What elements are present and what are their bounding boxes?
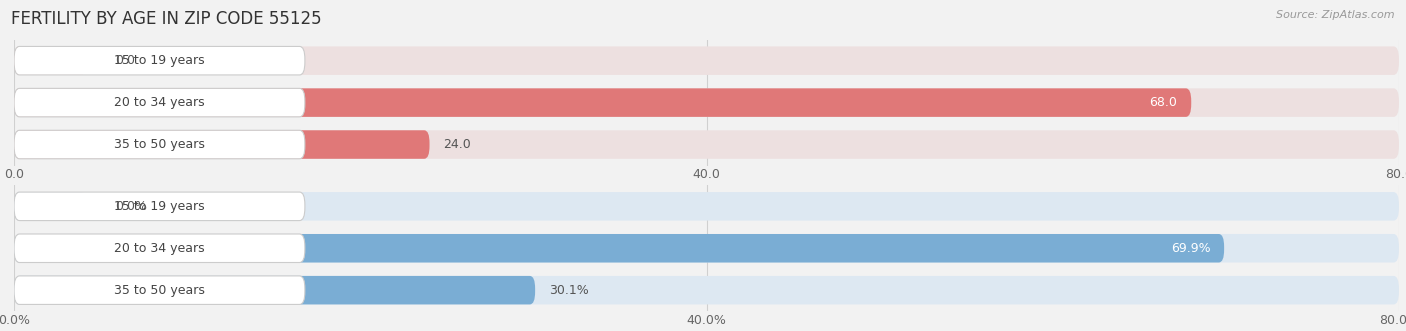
Text: 0.0%: 0.0% (115, 200, 148, 213)
FancyBboxPatch shape (14, 130, 1399, 159)
FancyBboxPatch shape (14, 234, 1399, 262)
Text: FERTILITY BY AGE IN ZIP CODE 55125: FERTILITY BY AGE IN ZIP CODE 55125 (11, 10, 322, 28)
FancyBboxPatch shape (14, 234, 1225, 262)
FancyBboxPatch shape (14, 88, 305, 117)
Text: 69.9%: 69.9% (1171, 242, 1211, 255)
FancyBboxPatch shape (14, 130, 305, 159)
Text: 35 to 50 years: 35 to 50 years (114, 138, 205, 151)
FancyBboxPatch shape (14, 192, 87, 220)
Text: 24.0: 24.0 (443, 138, 471, 151)
FancyBboxPatch shape (14, 276, 305, 305)
FancyBboxPatch shape (14, 192, 1399, 220)
FancyBboxPatch shape (14, 46, 87, 75)
FancyBboxPatch shape (14, 46, 305, 75)
Text: 30.1%: 30.1% (548, 284, 589, 297)
FancyBboxPatch shape (14, 192, 305, 220)
FancyBboxPatch shape (14, 46, 1399, 75)
Text: 68.0: 68.0 (1150, 96, 1177, 109)
FancyBboxPatch shape (14, 88, 1399, 117)
Text: 20 to 34 years: 20 to 34 years (114, 242, 205, 255)
Text: 15 to 19 years: 15 to 19 years (114, 200, 205, 213)
Text: 20 to 34 years: 20 to 34 years (114, 96, 205, 109)
FancyBboxPatch shape (14, 234, 305, 262)
Text: 35 to 50 years: 35 to 50 years (114, 284, 205, 297)
FancyBboxPatch shape (14, 276, 536, 305)
FancyBboxPatch shape (14, 130, 430, 159)
Text: 0.0: 0.0 (115, 54, 135, 67)
Text: Source: ZipAtlas.com: Source: ZipAtlas.com (1277, 10, 1395, 20)
FancyBboxPatch shape (14, 276, 1399, 305)
FancyBboxPatch shape (14, 88, 1191, 117)
Text: 15 to 19 years: 15 to 19 years (114, 54, 205, 67)
